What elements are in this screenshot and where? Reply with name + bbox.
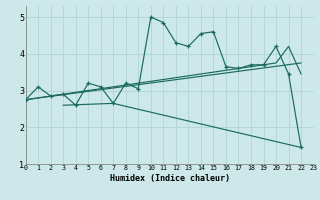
X-axis label: Humidex (Indice chaleur): Humidex (Indice chaleur) (109, 174, 230, 183)
